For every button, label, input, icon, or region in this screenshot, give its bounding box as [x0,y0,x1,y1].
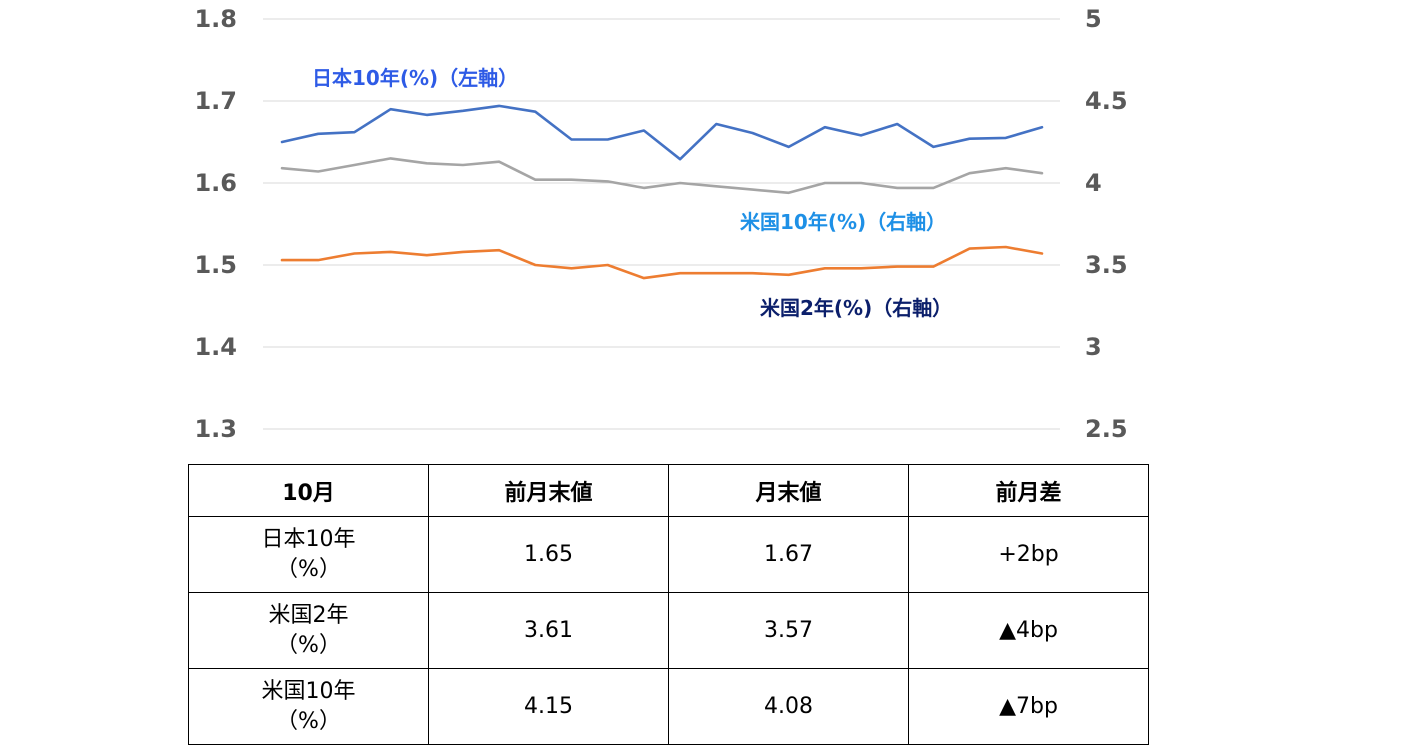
row-label-unit: （%） [276,708,341,734]
change-value: ▲7bp [908,668,1149,745]
series-line [280,157,1044,195]
row-label: 日本10年 （%） [188,516,429,593]
table-row: 米国10年 （%） 4.15 4.08 ▲7bp [188,668,1149,745]
month-end-value: 4.08 [668,668,909,745]
right-axis-tick-label: 3 [1085,333,1102,361]
row-label: 米国2年 （%） [188,592,429,669]
header-change: 前月差 [908,464,1149,517]
left-axis-tick-label: 1.7 [194,87,237,115]
series-label: 米国10年(%)（右軸） [740,210,946,234]
row-label-name: 日本10年 [261,526,356,552]
left-axis-tick-label: 1.4 [194,333,237,361]
prev-month-end-value: 4.15 [428,668,669,745]
yield-summary-table: 10月 前月末値 月末値 前月差 日本10年 （%） 1.65 1.67 +2b… [188,464,1149,745]
header-prev-month-end: 前月末値 [428,464,669,517]
left-axis-tick-label: 1.8 [194,5,237,33]
right-axis-tick-label: 3.5 [1085,251,1128,279]
row-label: 米国10年 （%） [188,668,429,745]
series-line [280,104,1044,161]
left-axis-tick-label: 1.6 [194,169,237,197]
right-axis-tick-label: 4.5 [1085,87,1128,115]
row-label-name: 米国10年 [261,678,356,704]
table-row: 米国2年 （%） 3.61 3.57 ▲4bp [188,592,1149,669]
row-label-unit: （%） [276,556,341,582]
change-value: ▲4bp [908,592,1149,669]
change-value: +2bp [908,516,1149,593]
table-row: 日本10年 （%） 1.65 1.67 +2bp [188,516,1149,593]
table-header-row: 10月 前月末値 月末値 前月差 [188,464,1149,517]
prev-month-end-value: 3.61 [428,592,669,669]
series-label: 米国2年(%)（右軸） [760,296,952,320]
right-axis-tick-label: 5 [1085,5,1102,33]
series-label: 日本10年(%)（左軸） [312,66,518,90]
right-axis-tick-label: 4 [1085,169,1102,197]
row-label-unit: （%） [276,632,341,658]
month-end-value: 1.67 [668,516,909,593]
right-axis-tick-label: 2.5 [1085,415,1128,443]
yield-line-chart: 1.8 1.7 1.6 1.5 1.4 1.3 5 4.5 4 3.5 3 2.5 日本10年(%)（左… [194,5,1128,443]
left-axis-tick-label: 1.3 [194,415,237,443]
left-axis-tick-label: 1.5 [194,251,237,279]
month-end-value: 3.57 [668,592,909,669]
series-line [280,245,1044,280]
header-month: 10月 [188,464,429,517]
header-month-end: 月末値 [668,464,909,517]
prev-month-end-value: 1.65 [428,516,669,593]
row-label-name: 米国2年 [268,602,349,628]
